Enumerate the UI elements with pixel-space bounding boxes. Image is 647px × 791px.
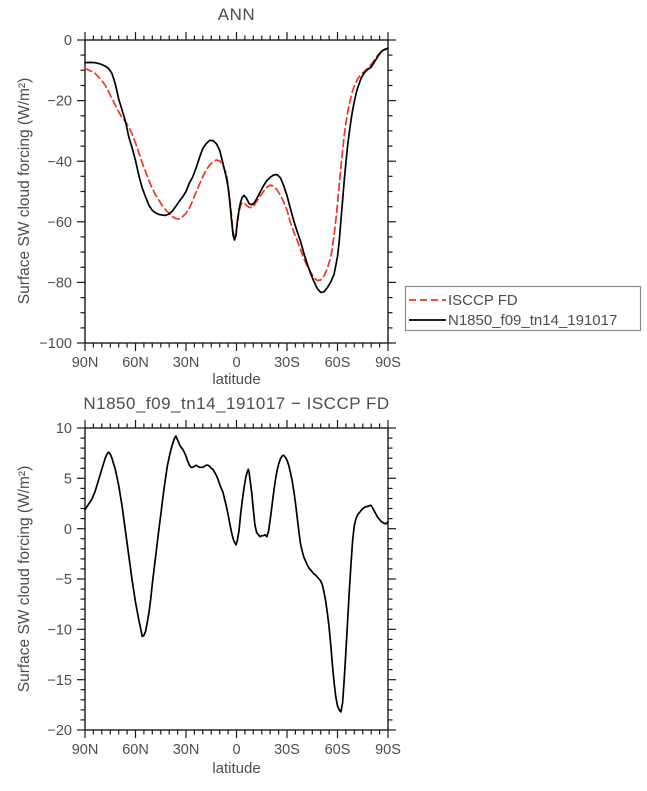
y-tick-label: −15 — [47, 673, 72, 689]
top-panel-title: ANN — [217, 5, 256, 24]
x-tick-label: 60N — [122, 742, 149, 758]
y-tick-label: −20 — [47, 723, 72, 739]
x-tick-label: 90N — [72, 742, 99, 758]
y-tick-label: −20 — [47, 94, 72, 110]
x-tick-label: 90S — [375, 742, 401, 758]
y-tick-label: −5 — [55, 572, 72, 588]
legend-label-isccp-fd: ISCCP FD — [448, 292, 518, 309]
x-tick-label: 30S — [274, 355, 300, 371]
bottom-x-axis-title: latitude — [212, 760, 261, 777]
x-tick-label: 60N — [122, 355, 149, 371]
legend-label-n1850: N1850_f09_tn14_191017 — [448, 312, 618, 329]
x-tick-label: 60S — [325, 742, 351, 758]
x-tick-label: 60S — [325, 355, 351, 371]
top-y-axis-title: Surface SW cloud forcing (W/m²) — [16, 77, 33, 305]
y-tick-label: −60 — [47, 215, 72, 231]
y-tick-label: 10 — [56, 421, 72, 437]
bottom-y-axis-title: Surface SW cloud forcing (W/m²) — [16, 465, 33, 693]
y-tick-label: 0 — [64, 522, 72, 538]
series-dashed — [84, 47, 389, 282]
series-solid — [84, 435, 389, 713]
x-tick-label: 90S — [375, 355, 401, 371]
y-tick-label: −80 — [47, 275, 72, 291]
plot-frame — [84, 427, 389, 731]
y-tick-label: 5 — [64, 471, 72, 487]
x-tick-label: 0 — [232, 355, 240, 371]
y-tick-label: −100 — [39, 336, 72, 352]
bottom-panel-title: N1850_f09_tn14_191017 − ISCCP FD — [83, 394, 390, 413]
x-tick-label: 90N — [72, 355, 99, 371]
y-tick-label: −10 — [47, 622, 72, 638]
x-tick-label: 30N — [173, 742, 200, 758]
x-tick-label: 0 — [232, 742, 240, 758]
y-tick-label: 0 — [64, 33, 72, 49]
y-tick-label: −40 — [47, 154, 72, 170]
x-tick-label: 30N — [173, 355, 200, 371]
series-solid — [84, 47, 389, 294]
x-tick-label: 30S — [274, 742, 300, 758]
top-x-axis-title: latitude — [212, 371, 261, 388]
legend-box — [404, 285, 642, 332]
